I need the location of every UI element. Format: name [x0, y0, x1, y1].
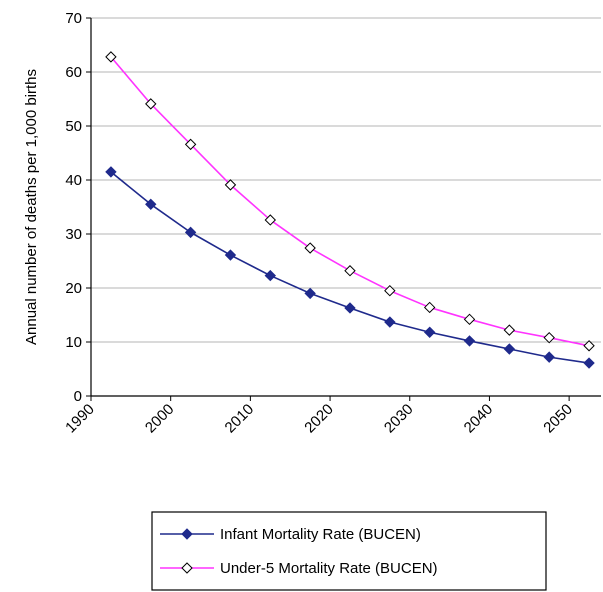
gridlines: [91, 17, 601, 343]
x-tick-label: 2010: [222, 401, 258, 437]
data-point-marker: [264, 214, 277, 226]
x-tick-label: 1990: [62, 401, 98, 437]
y-tick-label: 60: [65, 64, 82, 81]
data-point-marker: [423, 326, 436, 338]
series-under5-mortality: [105, 51, 595, 352]
y-tick-label: 50: [65, 118, 82, 135]
y-axis-title: Annual number of deaths per 1,000 births: [23, 69, 40, 345]
legend-swatch-marker: [181, 562, 193, 574]
data-point-marker: [145, 198, 157, 211]
data-point-marker: [503, 324, 516, 336]
data-point-marker: [384, 316, 396, 328]
legend-label-infant: Infant Mortality Rate (BUCEN): [220, 526, 421, 543]
data-point-marker: [145, 98, 157, 110]
data-point-marker: [543, 331, 555, 344]
data-point-marker: [184, 226, 197, 239]
data-point-marker: [423, 301, 436, 314]
data-point-marker: [105, 51, 117, 63]
y-tick-label: 20: [65, 280, 82, 297]
x-tick-label: 2040: [461, 401, 497, 437]
y-tick-label: 30: [65, 226, 82, 243]
data-point-marker: [184, 138, 197, 151]
series-group: [105, 51, 595, 369]
y-tick-label: 10: [65, 334, 82, 351]
y-tick-label: 0: [74, 388, 82, 405]
data-point-marker: [344, 265, 356, 277]
legend-swatch-marker: [181, 528, 193, 540]
data-point-marker: [583, 340, 595, 352]
data-point-marker: [224, 179, 237, 191]
x-tick-label: 2020: [301, 401, 337, 437]
legend: Infant Mortality Rate (BUCEN) Under-5 Mor…: [151, 511, 547, 591]
data-point-marker: [583, 357, 595, 369]
y-tick-labels: 0 10 20 30 40 50 60 70: [65, 10, 82, 405]
data-point-marker: [264, 269, 277, 282]
x-tick-label: 2000: [142, 401, 178, 437]
data-point-marker: [224, 249, 237, 261]
data-point-marker: [384, 284, 396, 297]
y-tick-label: 40: [65, 172, 82, 189]
legend-label-under5: Under-5 Mortality Rate (BUCEN): [220, 560, 438, 577]
axes: [86, 17, 601, 401]
data-point-marker: [543, 351, 555, 363]
data-point-marker: [344, 302, 356, 314]
y-tick-label: 70: [65, 10, 82, 27]
data-point-marker: [463, 313, 476, 326]
x-tick-label: 2050: [540, 401, 576, 437]
data-point-marker: [304, 242, 316, 254]
data-point-marker: [105, 166, 117, 178]
series-infant-mortality: [105, 166, 595, 369]
x-tick-label: 2030: [381, 401, 417, 437]
data-point-marker: [304, 287, 316, 300]
x-tick-labels: 1990 2000 2010 2020 2030 2040 2050: [62, 401, 576, 437]
data-point-marker: [463, 335, 476, 347]
legend-box: [151, 511, 547, 591]
data-point-marker: [503, 343, 516, 355]
